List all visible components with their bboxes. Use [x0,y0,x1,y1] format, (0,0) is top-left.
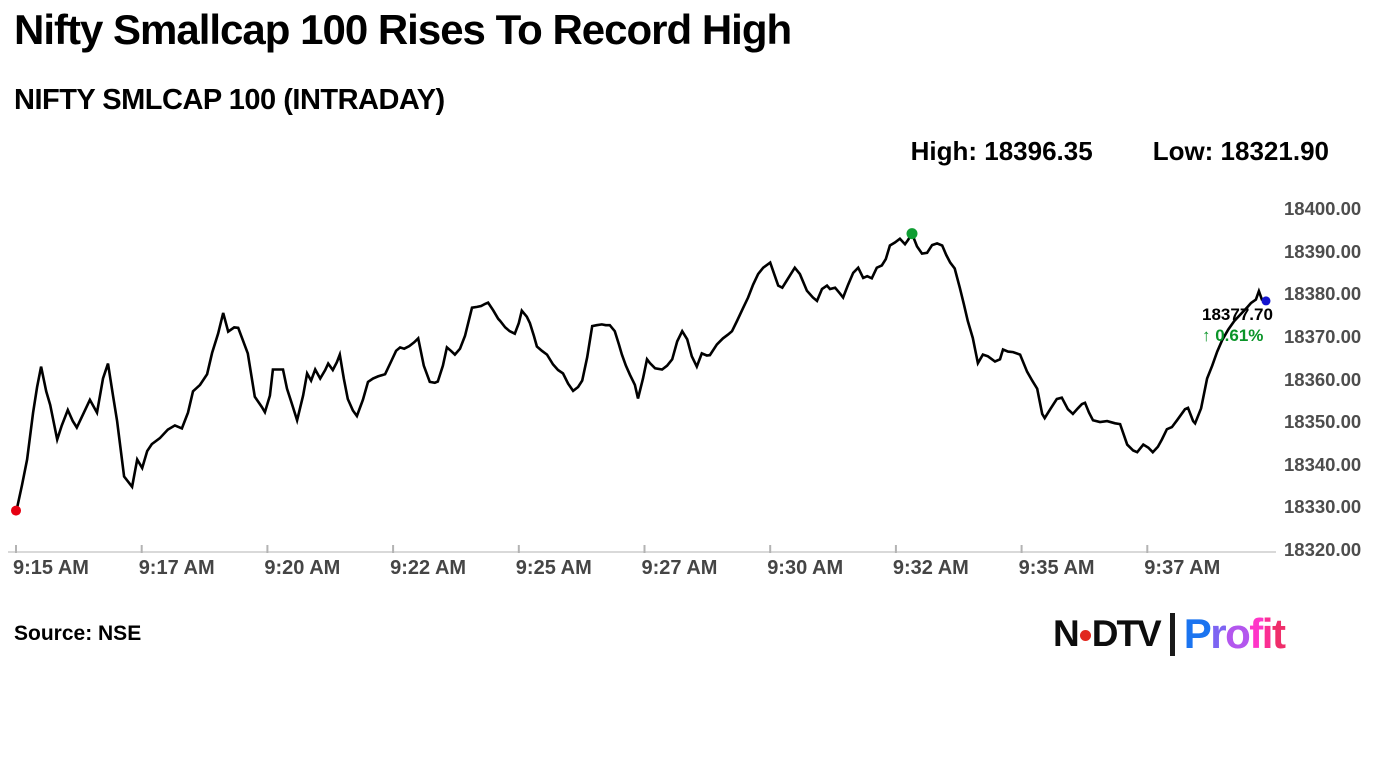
source-note: Source: NSE [14,622,142,645]
x-axis-ticks [15,545,1149,553]
y-tick-label: 18400.00 [1284,198,1362,219]
x-tick-label: 9:30 AM [767,557,844,579]
y-tick-label: 18360.00 [1284,368,1362,390]
y-tick-label: 18350.00 [1284,411,1362,433]
profit-letter: o [1225,610,1251,657]
profit-letter: r [1210,610,1226,657]
x-tick-label: 9:32 AM [892,557,969,579]
x-tick-label: 9:17 AM [138,557,215,579]
profit-letter: P [1183,610,1212,657]
high-value: High: 18396.35 [910,136,1093,166]
high-low-row: High: 18396.35 Low: 18321.90 [911,136,1329,167]
ndtv-letters-dtv: DTV [1091,613,1162,654]
x-tick-label: 9:15 AM [13,557,89,579]
x-tick-label: 9:25 AM [515,557,592,579]
profit-letter: f [1249,610,1263,657]
ndtv-wordmark: N DTV [1053,613,1162,655]
profit-letter: t [1271,610,1286,657]
profit-letter: i [1261,610,1274,657]
high-marker-dot [906,228,918,240]
open-marker-dot [11,505,21,516]
price-change: ↑ 0.61% [1202,326,1264,345]
low-value: Low: 18321.90 [1152,136,1329,166]
ndtv-red-dot-icon [1079,630,1091,641]
chart-subtitle: NIFTY SMLCAP 100 (INTRADAY) [14,84,445,116]
logo-divider [1169,612,1175,656]
last-price-annotation: 18377.70 ↑ 0.61% [1202,304,1273,346]
y-tick-label: 18320.00 [1284,539,1362,560]
page-title: Nifty Smallcap 100 Rises To Record High [14,6,792,53]
last-marker-dot [1261,296,1271,306]
x-tick-label: 9:22 AM [390,557,467,579]
x-tick-label: 9:27 AM [641,557,718,579]
x-tick-label: 9:20 AM [264,557,341,579]
x-tick-label: 9:35 AM [1018,557,1095,579]
y-tick-label: 18330.00 [1284,496,1362,518]
y-tick-label: 18390.00 [1284,240,1362,262]
ndtv-letter-n: N [1053,613,1080,654]
price-line [14,230,1267,514]
y-tick-label: 18370.00 [1284,325,1362,347]
y-tick-label: 18340.00 [1284,453,1362,475]
last-price: 18377.70 [1202,305,1273,324]
x-tick-label: 9:37 AM [1144,557,1221,579]
y-tick-label: 18380.00 [1284,283,1362,305]
